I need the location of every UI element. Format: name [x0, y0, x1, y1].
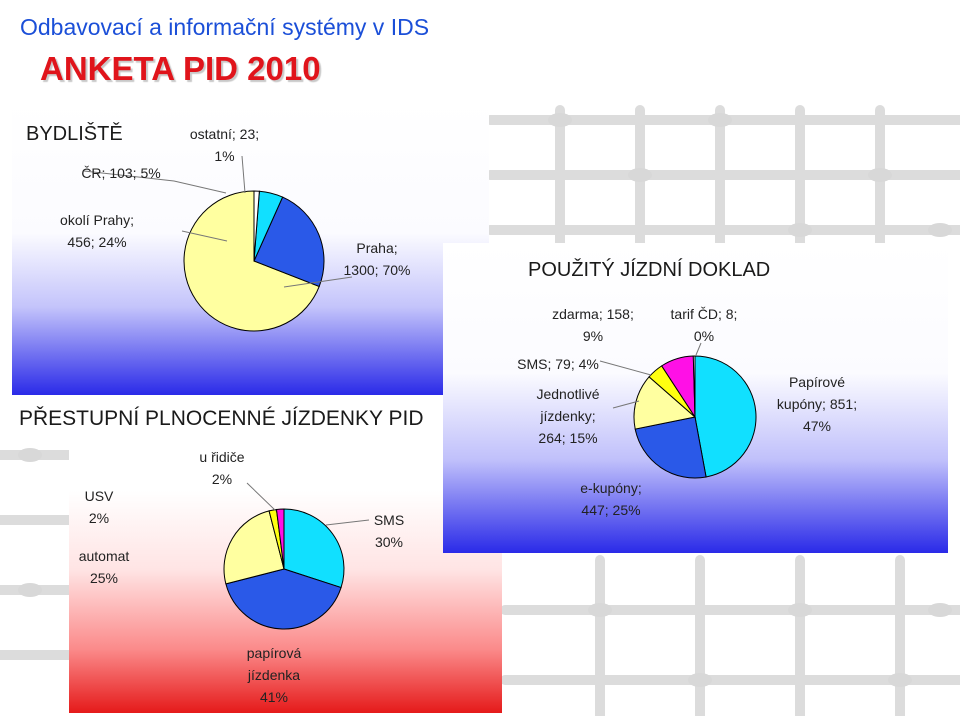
pie-slice-tarif-čd — [692, 355, 696, 418]
label-okoli-prahy: okolí Prahy; 456; 24% — [60, 212, 134, 250]
label-cr: ČR; 103; 5% — [81, 165, 161, 181]
label-sms: SMS; 79; 4% — [517, 356, 599, 372]
pie-slice-u-řidiče — [275, 508, 285, 570]
pie-pouzity-doklad — [633, 355, 757, 479]
pie-slice-ostatní — [253, 190, 260, 262]
pie-slice-sms — [283, 508, 345, 589]
pie-slice-automat — [223, 510, 285, 585]
chart-prestupni-svg — [69, 395, 502, 713]
label-jednotlive-jizdenky: Jednotlivé jízdenky; 264; 15% — [536, 386, 600, 446]
label-u-ridice: u řidiče 2% — [199, 449, 245, 487]
label-zdarma: zdarma; 158; 9% — [552, 306, 634, 344]
label-papirove-kupony: Papírové kupóny; 851; 47% — [776, 374, 858, 434]
label-sms: SMS 30% — [373, 512, 405, 550]
chart-title: PŘESTUPNÍ PLNOCENNÉ JÍZDENKY PID — [19, 407, 424, 430]
chart-prestupni-jizdenky: PŘESTUPNÍ PLNOCENNÉ JÍZDENKY PID USV 2% a… — [19, 395, 502, 713]
survey-title: ANKETA PID 2010 — [40, 50, 321, 87]
chart-bydliste: BYDLIŠTĚ ostatní; 23; 1% ČR; 103; 5% okol… — [12, 101, 489, 395]
label-e-kupony: e-kupóny; 447; 25% — [580, 480, 642, 518]
pie-bydliste — [183, 190, 325, 332]
chart-title: POUŽITÝ JÍZDNÍ DOKLAD — [528, 259, 771, 281]
chart-pouzity-doklad: POUŽITÝ JÍZDNÍ DOKLAD zdarma; 158; 9% tar… — [443, 243, 948, 553]
label-usv: USV 2% — [84, 488, 114, 526]
presentation-title: Odbavovací a informační systémy v IDS — [20, 14, 430, 40]
label-ostatni: ostatní; 23; 1% — [189, 126, 260, 164]
pie-slice-papírové-kupóny — [694, 355, 757, 478]
pie-slice-e-kupóny — [634, 416, 707, 479]
chart-bydliste-svg — [12, 101, 489, 395]
label-automat: automat 25% — [78, 548, 130, 586]
pie-slice-okolí-prahy — [253, 196, 325, 288]
chart-title: BYDLIŠTĚ — [26, 123, 123, 145]
label-papirova-jizdenka: papírová jízdenka 41% — [246, 645, 302, 705]
chart-pouzity-svg — [443, 243, 948, 553]
label-praha: Praha; 1300; 70% — [343, 240, 411, 278]
pie-prestupni — [223, 508, 345, 630]
label-tarif-cd: tarif ČD; 8; 0% — [670, 306, 738, 344]
pie-slice-praha — [183, 190, 320, 332]
pie-slice-papírová-jízdenka — [225, 568, 342, 630]
